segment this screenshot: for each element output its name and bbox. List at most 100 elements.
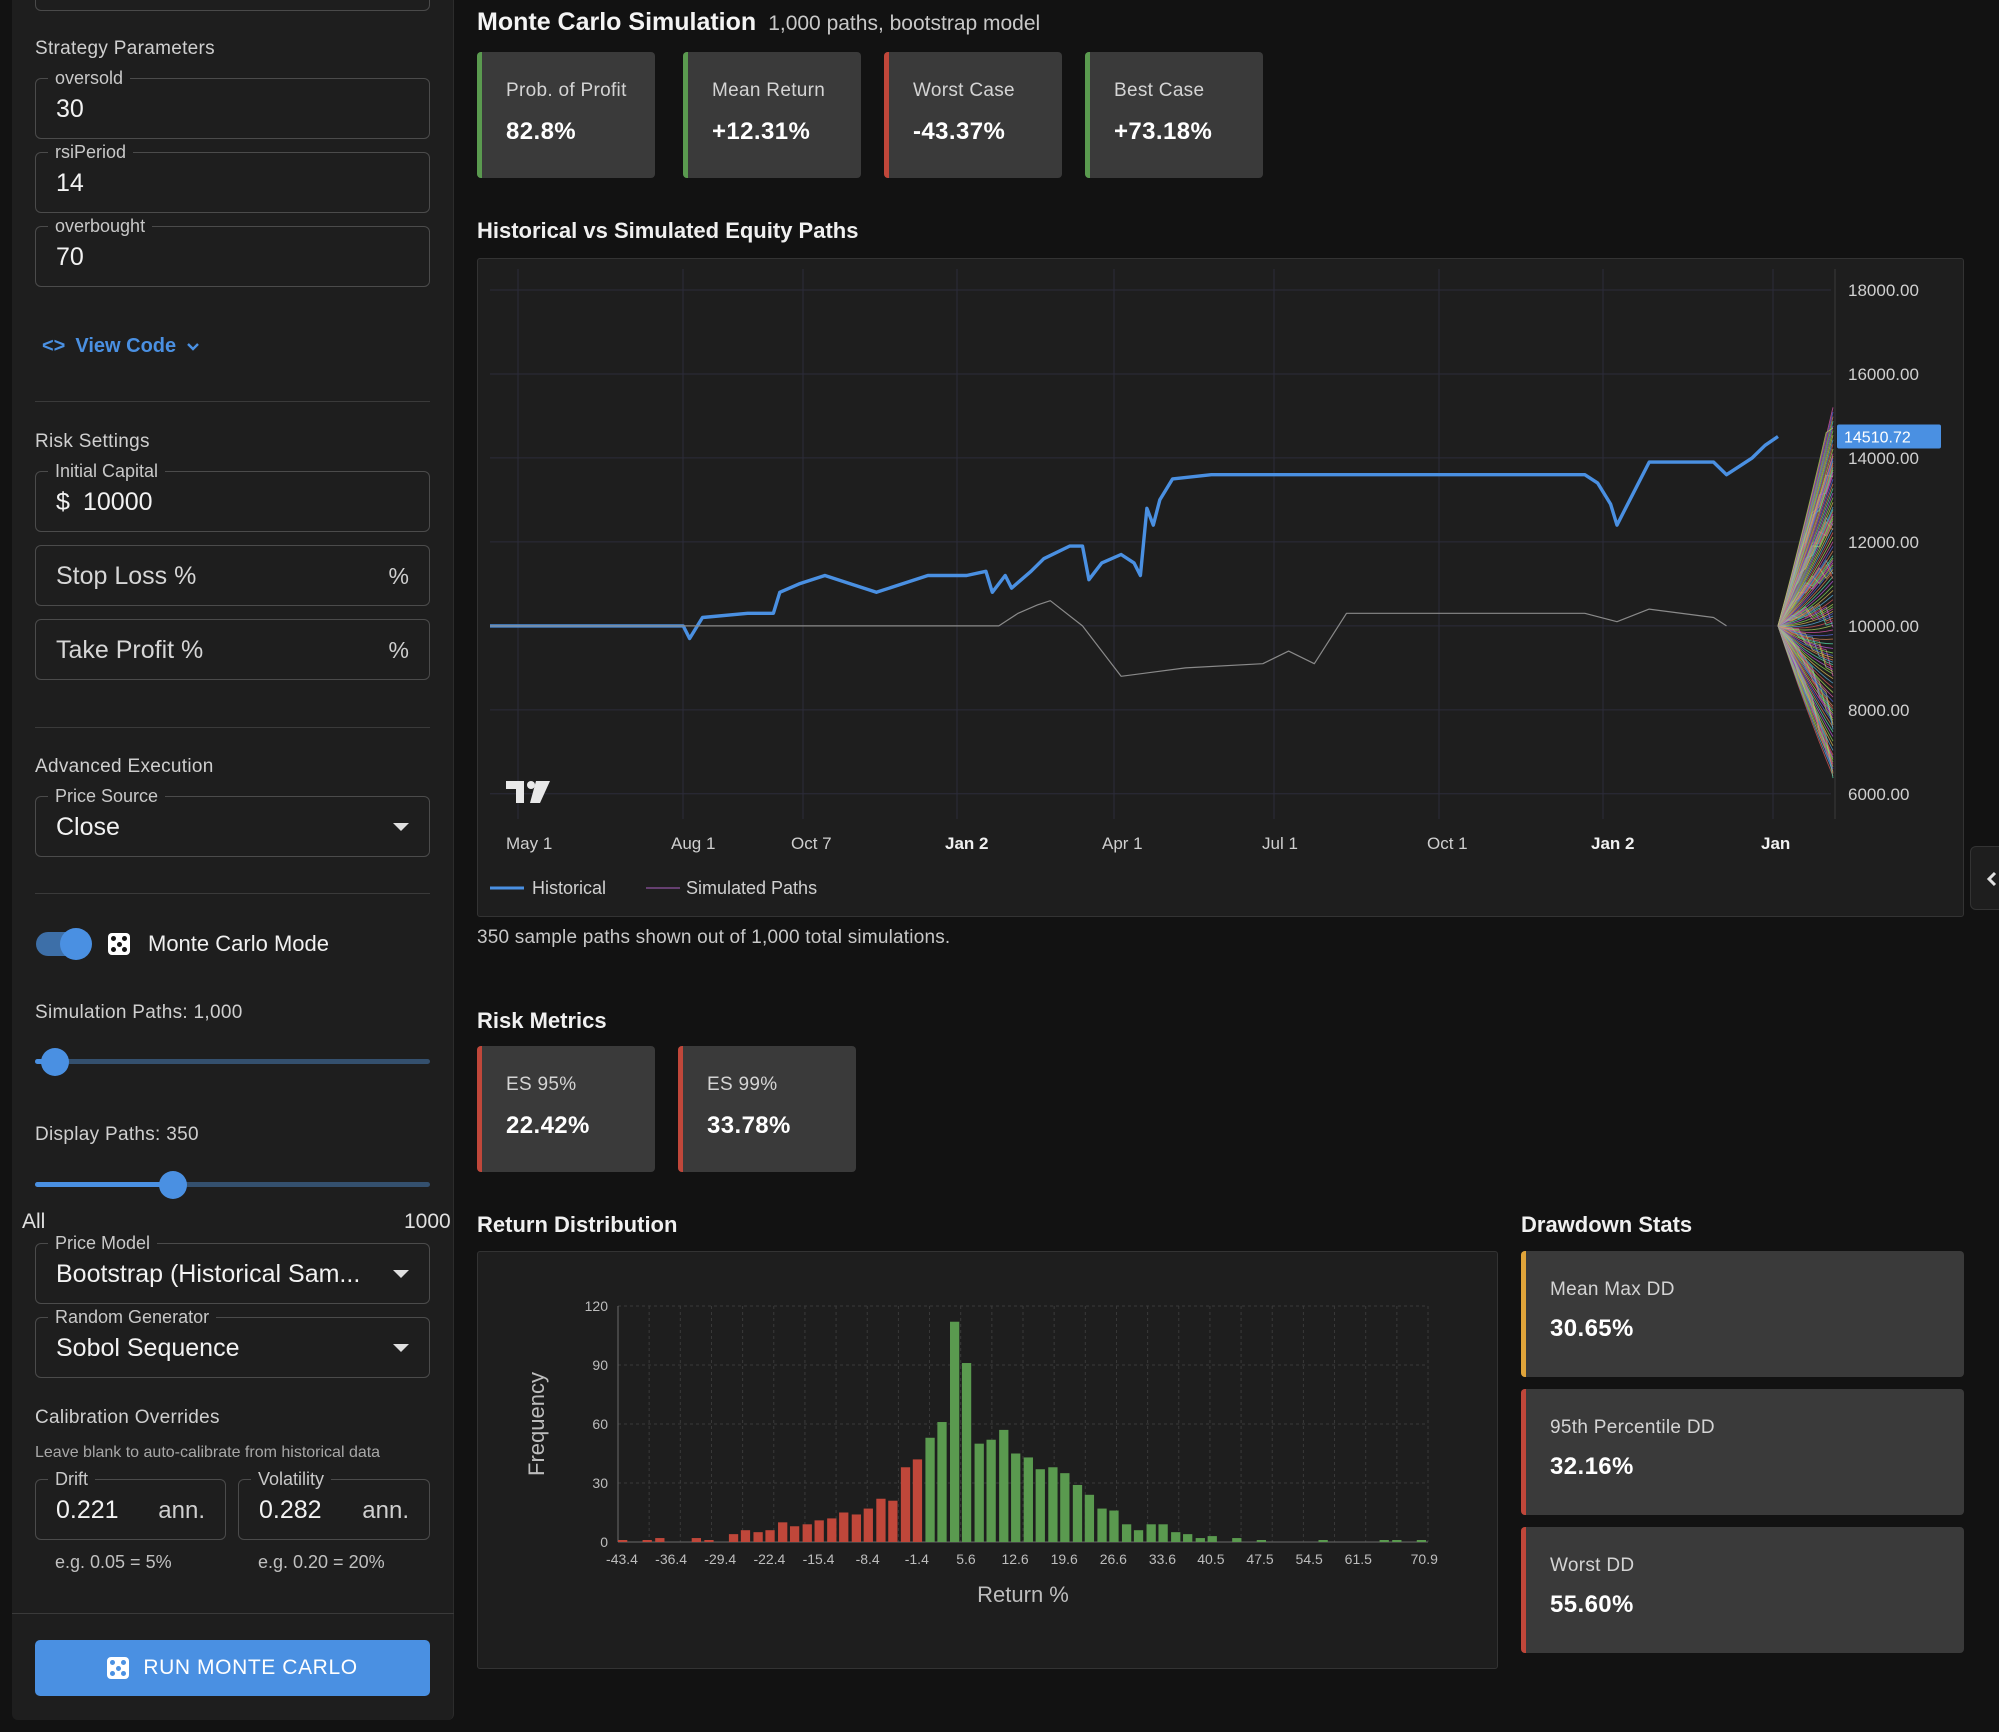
overbought-field[interactable]: overbought 70	[35, 216, 430, 287]
equity-chart[interactable]: 18000.00 16000.00 14000.00 12000.00 10000.00…	[477, 258, 1964, 917]
histogram-bar	[1195, 1538, 1205, 1542]
random-generator-select[interactable]: Random Generator Sobol Sequence	[35, 1307, 430, 1378]
x-tick-label: Oct 7	[791, 834, 832, 853]
y-tick-label: 14000.00	[1848, 449, 1919, 468]
histogram-bar	[1048, 1467, 1058, 1542]
overbought-value[interactable]: 70	[56, 243, 84, 271]
initial-capital-field[interactable]: Initial Capital $ 10000	[35, 461, 430, 532]
histogram-bar	[1097, 1508, 1107, 1542]
x-tick-label: 47.5	[1246, 1551, 1273, 1567]
logo-shape	[527, 781, 535, 789]
histogram-bar	[618, 1540, 628, 1542]
x-tick-label: Jul 1	[1262, 834, 1298, 853]
stop-loss-suffix: %	[388, 563, 409, 589]
dropdown-arrow-icon	[393, 1270, 409, 1278]
display-paths-slider-thumb[interactable]	[159, 1171, 188, 1199]
simulation-paths-slider-thumb[interactable]	[40, 1048, 69, 1076]
risk-label: ES 99%	[707, 1074, 778, 1095]
drawdown-label: 95th Percentile DD	[1550, 1417, 1715, 1438]
historical-line	[490, 435, 1779, 641]
volatility-field[interactable]: Volatility 0.282 ann.	[238, 1469, 430, 1540]
x-tick-label: 19.6	[1051, 1551, 1078, 1567]
summary-card: Worst Case -43.37%	[884, 52, 1062, 178]
take-profit-suffix: %	[388, 637, 409, 663]
summary-card: Mean Return +12.31%	[683, 52, 861, 178]
x-tick-label: Oct 1	[1427, 834, 1468, 853]
legend-historical-label: Historical	[532, 878, 606, 898]
summary-value: +73.18%	[1114, 118, 1213, 145]
histogram-bar	[999, 1429, 1009, 1542]
simulated-path-line	[1777, 625, 1834, 668]
volatility-label: Volatility	[251, 1469, 332, 1490]
price-source-label: Price Source	[48, 786, 166, 807]
logo-shape	[530, 781, 550, 803]
y-tick-label: 10000.00	[1848, 617, 1919, 636]
x-tick-label: 61.5	[1345, 1551, 1372, 1567]
histogram-bar	[1318, 1540, 1328, 1542]
drift-hint: e.g. 0.05 = 5%	[55, 1552, 172, 1572]
dropdown-arrow-icon	[393, 1344, 409, 1352]
simulated-path-line	[1777, 625, 1834, 670]
x-tick-label: -1.4	[905, 1551, 929, 1567]
return-distribution-chart[interactable]: 0 30 60 90 120 -43.4 -36.4 -29.4 -22.4 -15.4 -8.4 -…	[477, 1251, 1498, 1669]
x-tick-label: -43.4	[606, 1551, 638, 1567]
chevron-left-icon	[1986, 871, 1997, 887]
display-paths-slider-fill	[35, 1182, 174, 1187]
display-paths-min-label: All	[22, 1210, 46, 1233]
display-paths-slider-track[interactable]	[35, 1182, 430, 1187]
histogram-bar	[1035, 1469, 1045, 1542]
simulated-path-line	[1777, 559, 1834, 627]
oversold-field[interactable]: oversold 30	[35, 68, 430, 139]
simulation-subtitle: 1,000 paths, bootstrap model	[768, 12, 1041, 35]
histogram-bar	[1011, 1453, 1021, 1542]
histogram-bar	[1060, 1473, 1070, 1542]
view-code-toggle[interactable]: <> View Code	[42, 335, 200, 358]
simulated-path-line	[1777, 567, 1834, 627]
x-tick-label: Apr 1	[1102, 834, 1143, 853]
simulated-path-line	[1777, 607, 1834, 627]
return-distribution-svg[interactable]: 0 30 60 90 120 -43.4 -36.4 -29.4 -22.4 -15.4 -8.4 -…	[478, 1252, 1499, 1670]
logo-shape	[506, 781, 524, 803]
volatility-value[interactable]: 0.282	[259, 1496, 322, 1524]
x-tick-label: 12.6	[1001, 1551, 1028, 1567]
histogram-bar	[789, 1526, 800, 1542]
histogram-bar	[765, 1530, 775, 1542]
initial-capital-value[interactable]: 10000	[83, 488, 153, 516]
run-monte-carlo-button[interactable]: RUN MONTE CARLO	[35, 1640, 430, 1696]
divider	[35, 893, 430, 894]
advanced-execution-heading: Advanced Execution	[35, 756, 214, 777]
equity-chart-svg[interactable]: 18000.00 16000.00 14000.00 12000.00 10000.00…	[478, 259, 1965, 918]
stop-loss-field[interactable]: Stop Loss % %	[35, 545, 430, 606]
monte-carlo-toggle-thumb[interactable]	[60, 928, 92, 960]
calibration-hint: Leave blank to auto-calibrate from histo…	[35, 1444, 381, 1461]
histogram-bar	[1121, 1524, 1132, 1542]
histogram-bar	[1232, 1538, 1242, 1542]
drawdown-card: Mean Max DD 30.65%	[1521, 1251, 1964, 1377]
simulated-path-line	[1777, 625, 1834, 677]
x-tick-label: May 1	[506, 834, 552, 853]
overbought-label: overbought	[48, 216, 153, 237]
price-model-select[interactable]: Price Model Bootstrap (Historical Sam...	[35, 1233, 430, 1304]
currency-prefix: $	[56, 488, 70, 516]
simulated-path-line	[1777, 567, 1834, 627]
simulated-path-line	[1777, 563, 1834, 627]
y-tick-label: 8000.00	[1848, 701, 1909, 720]
rsi-period-value[interactable]: 14	[56, 169, 84, 197]
oversold-value[interactable]: 30	[56, 95, 84, 123]
rsi-period-field[interactable]: rsiPeriod 14	[35, 142, 430, 213]
take-profit-field[interactable]: Take Profit % %	[35, 619, 430, 680]
drift-field[interactable]: Drift 0.221 ann.	[35, 1469, 226, 1540]
paths-note: 350 sample paths shown out of 1,000 tota…	[477, 927, 951, 948]
top-field-edge[interactable]	[35, 0, 430, 11]
x-tick-label: 70.9	[1411, 1551, 1438, 1567]
drift-value[interactable]: 0.221	[56, 1496, 119, 1524]
rsi-period-label: rsiPeriod	[48, 142, 134, 163]
histogram-bar	[888, 1500, 898, 1542]
card-accent-bar	[477, 1046, 482, 1172]
simulation-paths-slider-track[interactable]	[35, 1059, 430, 1064]
x-tick-label: 26.6	[1100, 1551, 1127, 1567]
collapse-panel-tab[interactable]	[1970, 846, 1999, 910]
drawdown-label: Mean Max DD	[1550, 1279, 1675, 1300]
price-source-select[interactable]: Price Source Close	[35, 786, 430, 857]
display-paths-max-label: 1000	[404, 1210, 451, 1233]
